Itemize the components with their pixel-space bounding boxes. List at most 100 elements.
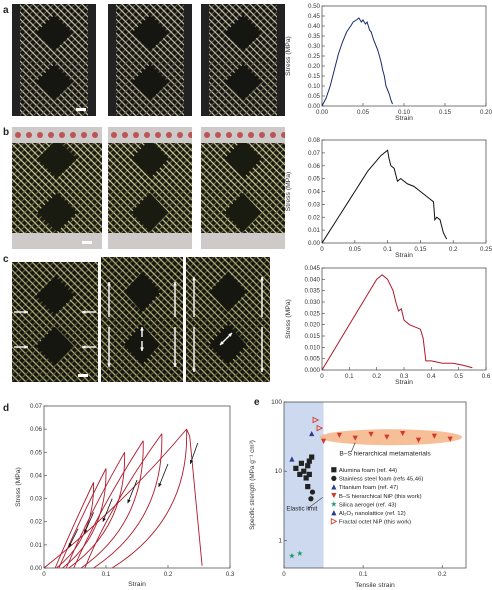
photo-a1-strut (46, 66, 96, 116)
photo-a1-strut (53, 4, 96, 47)
arrow-icon (260, 277, 264, 281)
y-tick-label: 0.02 (308, 214, 321, 221)
chart-c: 0 0.1 0.2 0.3 0.4 0.5 0.6 0.000 0.005 0.010 0.015 0… (285, 265, 491, 386)
unloading-curve (62, 468, 107, 569)
arrow-icon (83, 512, 94, 534)
photo-b2-strut (108, 133, 192, 219)
legend-marker (330, 518, 338, 525)
x-axis-label: Tensile strain (355, 582, 395, 589)
photo-b2-lattice (108, 127, 192, 249)
arrow-icon (82, 345, 86, 349)
photo-a2-strut (149, 73, 192, 116)
photo-c2-lattice (101, 257, 183, 382)
data-point (309, 454, 315, 460)
y-tick-label: 0.000 (305, 367, 321, 374)
y-tick-label: 0.05 (30, 449, 43, 456)
photo-a2-strut (142, 4, 192, 54)
photo-b1-strut (64, 127, 102, 165)
data-point (316, 424, 324, 432)
photo-b1-glue (59, 132, 65, 138)
photo-c3-strut (193, 305, 270, 382)
photo-c2-svg (101, 257, 183, 382)
elastic-region (284, 402, 324, 568)
photo-b2-strut (108, 199, 158, 249)
data-point (289, 456, 295, 462)
photo-b3-strut (201, 192, 258, 249)
photo-a1-strut (12, 59, 69, 116)
y-tick-label: 0.07 (308, 150, 321, 157)
y-tick-label: 0.25 (308, 53, 321, 60)
photo-c2-strut (115, 314, 183, 382)
arrow-icon (127, 479, 138, 504)
photo-c1-strut (66, 350, 98, 382)
x-tick-label: 0.1 (345, 373, 354, 380)
photo-c2-strut (150, 349, 183, 382)
photo-b1-strut (12, 134, 102, 226)
photo-a1-strut (60, 4, 96, 40)
photo-a1-strut (12, 24, 96, 110)
photo-b3-strut (204, 168, 285, 249)
scale-bar (78, 374, 88, 377)
x-tick-label: 0.3 (400, 373, 409, 380)
y-axis-label: Stress (MPa) (15, 467, 22, 507)
y-tick-label: 1 (278, 537, 282, 544)
photo-c1-strut (73, 262, 98, 287)
y-tick-label: 0.08 (308, 137, 321, 144)
unloading-curve (111, 429, 188, 569)
photo-a3-strut (201, 31, 285, 116)
photo-b3-strut (201, 227, 223, 249)
arrow-icon (140, 347, 144, 351)
photo-c1-strut (66, 262, 98, 294)
photo-b1 (12, 127, 102, 249)
photo-c1-strut (38, 322, 98, 382)
arrow-icon (173, 363, 177, 367)
photo-b1-strut (12, 127, 102, 219)
photo-c3-strut (200, 312, 270, 382)
photo-b1-glue (70, 132, 76, 138)
legend-marker (331, 510, 337, 516)
y-tick-label: 0.05 (308, 93, 321, 100)
data-point (309, 489, 316, 495)
photo-b2-void (131, 139, 169, 179)
photo-b3-glue (281, 132, 285, 138)
loading-curve (43, 428, 187, 569)
photo-c1-strut (12, 262, 69, 319)
y-tick-label: 0.30 (308, 43, 321, 50)
photo-b2-glue (188, 132, 192, 138)
y-axis-label: Stress (MPa) (285, 172, 292, 212)
data-point (305, 483, 311, 490)
photo-b2-glue (166, 132, 172, 138)
y-axis-label: Stress (MPa) (285, 36, 292, 76)
photo-c1-strut (12, 339, 55, 382)
legend-label: Silica aerogel (ref. 43) (339, 502, 397, 508)
photo-a2-strut (108, 4, 144, 40)
photo-b1-strut (12, 199, 62, 249)
photo-b2-strut (108, 127, 158, 177)
photo-b1-glue (26, 132, 32, 138)
photo-c3-strut (214, 326, 270, 382)
photo-a1 (12, 4, 96, 116)
photo-a1-strut (12, 4, 83, 75)
photo-b2-strut (153, 127, 192, 166)
data-point (306, 471, 312, 477)
photo-a2-strut (108, 24, 192, 110)
data-point (312, 416, 320, 424)
photo-b2-strut (167, 224, 192, 249)
photo-a2-strut (108, 4, 186, 82)
y-tick-label: 0.15 (308, 73, 321, 80)
photo-c3-strut (186, 277, 270, 363)
photo-a2-strut (108, 80, 144, 116)
photo-c1-strut (12, 360, 34, 382)
photo-a1-strut (12, 4, 96, 89)
photo-b3-strut (201, 127, 251, 177)
photo-b1-strut (78, 127, 102, 151)
arrow-icon (192, 277, 196, 281)
legend-label: Titanium foam (ref. 47) (339, 485, 398, 491)
photo-a1-strut (12, 4, 48, 40)
photo-c1-strut (12, 353, 41, 382)
arrow-icon (127, 499, 131, 504)
arrow-icon (189, 459, 194, 464)
photo-a3-grip (277, 4, 285, 116)
photo-a2-strut (163, 4, 192, 33)
photo-c2-strut (101, 293, 183, 377)
